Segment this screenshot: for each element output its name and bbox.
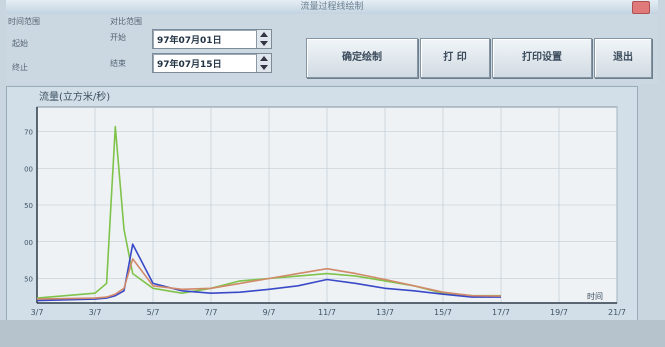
x-tick-label: 3/7 bbox=[31, 308, 44, 317]
close-icon[interactable] bbox=[632, 1, 650, 14]
y-tick-label: 70 bbox=[24, 129, 33, 137]
x-axis-label: 时间 bbox=[587, 291, 603, 301]
start-date-spinner[interactable] bbox=[256, 30, 271, 48]
chart-title: 流量(立方米/秒) bbox=[39, 90, 110, 103]
flow-chart: 流量(立方米/秒) 3/7 3/7 5/7 7/7 9/7 11/7 13/7 15/7 17/7… bbox=[24, 90, 626, 317]
y-tick-label: 00 bbox=[24, 239, 33, 247]
window-title: 流量过程线绘制 bbox=[300, 2, 364, 12]
x-tick-label: 17/7 bbox=[492, 308, 510, 317]
end-date-value: 97年07月15日 bbox=[157, 60, 222, 70]
start-date-label: 开始 bbox=[110, 33, 126, 42]
x-tick-label: 21/7 bbox=[608, 308, 626, 317]
exit-button[interactable]: 退出 bbox=[594, 38, 652, 78]
draw-button[interactable]: 确定绘制 bbox=[306, 38, 418, 78]
group-compare-title: 对比范围 bbox=[110, 17, 142, 26]
print-button[interactable]: 打 印 bbox=[420, 38, 490, 78]
end-date-spinner[interactable] bbox=[256, 54, 271, 72]
x-tick-label: 7/7 bbox=[205, 308, 218, 317]
end-date-picker[interactable]: 97年07月15日 bbox=[152, 53, 272, 73]
spin-down-icon[interactable] bbox=[260, 41, 268, 46]
control-panel: 时间范围 起始 终止 对比范围 开始 结束 97年07月01日 97年07月15… bbox=[6, 14, 658, 84]
chart-panel: 流量(立方米/秒) 3/7 3/7 5/7 7/7 9/7 11/7 13/7 15/7 17/7… bbox=[6, 86, 638, 322]
series-line-2 bbox=[36, 243, 501, 302]
start-date-picker[interactable]: 97年07月01日 bbox=[152, 29, 272, 49]
x-tick-label: 19/7 bbox=[550, 308, 568, 317]
spin-up-icon[interactable] bbox=[260, 32, 268, 37]
group-time-range-title: 时间范围 bbox=[8, 17, 40, 26]
title-bar: 流量过程线绘制 bbox=[6, 0, 658, 14]
spin-down-icon[interactable] bbox=[260, 65, 268, 70]
bottom-strip bbox=[0, 320, 665, 347]
x-tick-label: 13/7 bbox=[376, 308, 394, 317]
x-tick-label: 5/7 bbox=[147, 308, 160, 317]
end-row-label: 终止 bbox=[12, 63, 28, 72]
x-tick-label: 9/7 bbox=[263, 308, 276, 317]
x-tick-label: 3/7 bbox=[89, 308, 102, 317]
x-tick-label: 15/7 bbox=[434, 308, 452, 317]
end-date-label: 结束 bbox=[110, 59, 126, 68]
spin-up-icon[interactable] bbox=[260, 56, 268, 61]
y-tick-label: 50 bbox=[24, 276, 33, 284]
y-tick-label: 50 bbox=[24, 202, 33, 210]
print-setup-button[interactable]: 打印设置 bbox=[492, 38, 592, 78]
start-date-value: 97年07月01日 bbox=[157, 36, 222, 46]
series-line-3 bbox=[36, 258, 502, 300]
y-tick-label: 00 bbox=[24, 165, 33, 173]
x-tick-label: 11/7 bbox=[318, 308, 336, 317]
start-row-label: 起始 bbox=[12, 39, 28, 48]
